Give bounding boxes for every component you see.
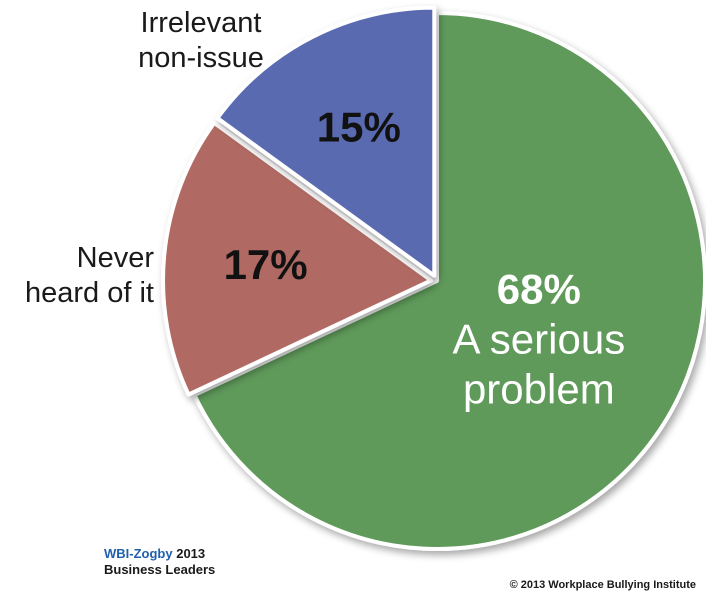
slice-a-serious-problem (192, 11, 706, 551)
slice-irrelevant-non-issue (215, 5, 437, 278)
source-note: WBI-Zogby 2013 Business Leaders (104, 546, 215, 578)
label-never-heard-of-it: Never heard of it (2, 241, 154, 311)
category-label-line: A serious (452, 316, 625, 363)
label-line: Never (76, 242, 154, 274)
source-year: 2013 (176, 546, 206, 561)
label-line: Irrelevant (140, 7, 262, 39)
value-label: 15% (317, 104, 401, 151)
label-irrelevant-non-issue: Irrelevant non-issue (116, 6, 286, 76)
category-label-line: problem (463, 366, 615, 413)
copyright-notice: © 2013 Workplace Bullying Institute (509, 579, 696, 591)
value-label: 68% (497, 266, 581, 313)
slice-never-heard-of-it (161, 120, 434, 397)
value-label: 17% (224, 241, 308, 288)
source-brand: WBI-Zogby (104, 546, 173, 561)
label-line: heard of it (25, 277, 154, 309)
source-audience: Business Leaders (104, 562, 216, 577)
label-line: non-issue (138, 42, 264, 74)
